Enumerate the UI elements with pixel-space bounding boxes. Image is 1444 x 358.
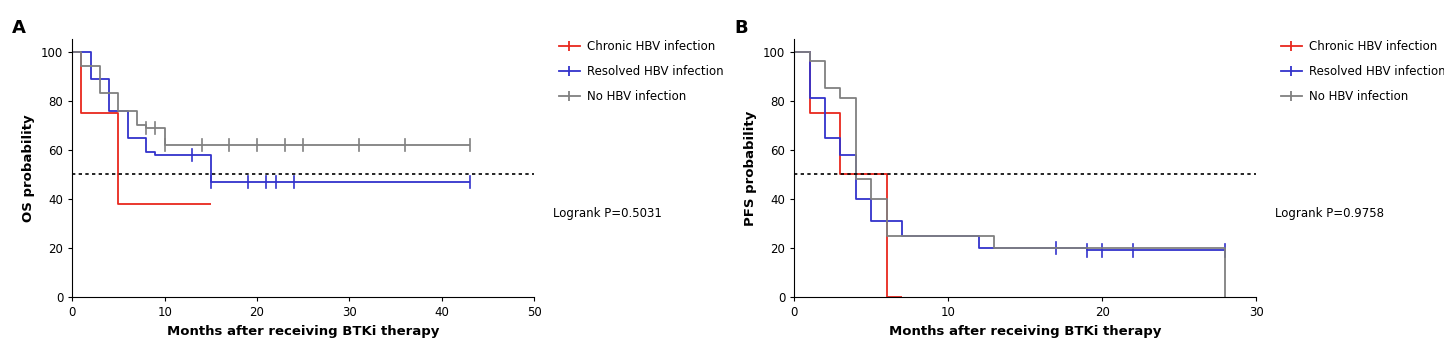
Text: Logrank P=0.9758: Logrank P=0.9758 — [1275, 207, 1383, 220]
Y-axis label: OS probability: OS probability — [22, 115, 35, 222]
Text: Logrank P=0.5031: Logrank P=0.5031 — [553, 207, 661, 220]
Text: A: A — [12, 19, 26, 37]
Y-axis label: PFS probability: PFS probability — [744, 111, 757, 226]
Legend: Chronic HBV infection, Resolved HBV infection, No HBV infection: Chronic HBV infection, Resolved HBV infe… — [559, 40, 723, 103]
X-axis label: Months after receiving BTKi therapy: Months after receiving BTKi therapy — [168, 325, 439, 338]
Legend: Chronic HBV infection, Resolved HBV infection, No HBV infection: Chronic HBV infection, Resolved HBV infe… — [1281, 40, 1444, 103]
Text: B: B — [734, 19, 748, 37]
X-axis label: Months after receiving BTKi therapy: Months after receiving BTKi therapy — [890, 325, 1161, 338]
